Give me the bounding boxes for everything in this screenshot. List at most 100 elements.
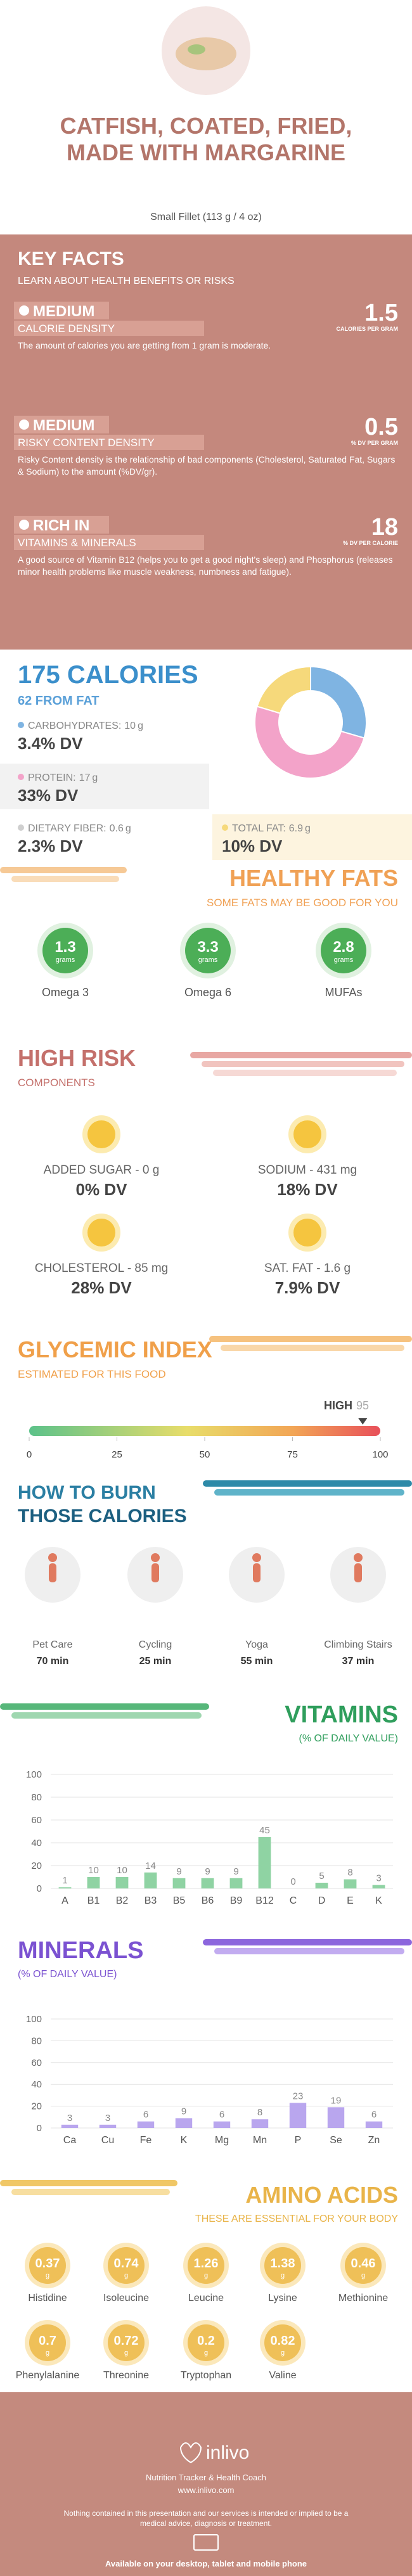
- amino-name: Leucine: [188, 2293, 224, 2304]
- amino-unit: g: [46, 2349, 49, 2357]
- decor-stripe: [214, 1489, 404, 1496]
- bar: [201, 1878, 214, 1888]
- risk-label: SAT. FAT - 1.6 g: [264, 1262, 351, 1275]
- y-tick-label: 40: [31, 1838, 42, 1849]
- amino-value: 0.37: [35, 2257, 60, 2271]
- gi-marker: [358, 1418, 368, 1425]
- bar: [58, 1887, 72, 1888]
- fact-value: 1.5: [364, 300, 398, 326]
- activity-name: Climbing Stairs: [324, 1639, 392, 1650]
- x-tick-label: Cu: [101, 2135, 114, 2146]
- x-tick-label: Fe: [140, 2135, 152, 2146]
- title: CATFISH, COATED, FRIED, MADE WITH MARGAR…: [60, 113, 352, 165]
- decor-stripe: [0, 867, 127, 873]
- serving-size: Small Fillet (113 g / 4 oz): [150, 212, 262, 222]
- section-subtitle: THESE ARE ESSENTIAL FOR YOUR BODY: [195, 2214, 398, 2224]
- fat-circle: [42, 928, 88, 973]
- risk-icon: [87, 1219, 115, 1246]
- fact-tag-bg: [14, 435, 204, 450]
- y-tick-label: 80: [31, 2035, 42, 2046]
- bar: [365, 2121, 383, 2128]
- y-tick-label: 20: [31, 1861, 42, 1871]
- row-band: [0, 764, 209, 809]
- legend-dot: [18, 774, 24, 780]
- nutrient-amount: 6.9: [289, 823, 303, 834]
- section-title: HOW TO BURN: [18, 1482, 156, 1503]
- amino-circle: [264, 2247, 301, 2284]
- decor-stripe: [11, 876, 119, 882]
- x-tick-label: B6: [202, 1895, 214, 1906]
- bar: [99, 2124, 117, 2128]
- risk-dv: 18% DV: [277, 1180, 338, 1199]
- risk-label: SODIUM - 431 mg: [258, 1163, 357, 1177]
- y-tick-label: 80: [31, 1792, 42, 1803]
- decor-stripe: [214, 1948, 404, 1954]
- section-subtitle: LEARN ABOUT HEALTH BENEFITS OR RISKS: [18, 276, 235, 286]
- amino-name: Histidine: [28, 2293, 67, 2304]
- y-tick-label: 0: [37, 2123, 42, 2134]
- legend-dot: [222, 824, 228, 831]
- amino-name: Threonine: [103, 2370, 149, 2381]
- fact-icon: [19, 420, 29, 430]
- nutrient-label: DIETARY FIBER: 0.6 g: [28, 823, 131, 834]
- x-tick-label: Ca: [63, 2135, 77, 2146]
- amino-value: 0.82: [271, 2334, 295, 2348]
- bar: [137, 2121, 155, 2128]
- risk-label: CHOLESTEROL - 85 mg: [35, 1262, 168, 1275]
- section-title: HIGH RISK: [18, 1045, 136, 1071]
- amino-circle: [188, 2247, 224, 2284]
- fat-value: 3.3: [197, 939, 218, 956]
- amino-circle: [108, 2247, 145, 2284]
- decor-stripe: [11, 2189, 170, 2195]
- amino-name: Methionine: [338, 2293, 388, 2304]
- bar: [315, 1883, 328, 1888]
- amino-name: Phenylalanine: [16, 2370, 80, 2381]
- risk-icon: [293, 1219, 321, 1246]
- decor-stripe: [221, 1345, 404, 1351]
- risk-icon: [293, 1120, 321, 1148]
- activity-name: Cycling: [139, 1639, 172, 1650]
- gi-tick-label: 50: [200, 1449, 210, 1460]
- amino-circle: [188, 2324, 224, 2361]
- amino-circle: [29, 2247, 66, 2284]
- nutrient-name: DIETARY FIBER:: [28, 823, 106, 834]
- value-label: 6: [143, 2110, 148, 2120]
- fact-label: RISKY CONTENT DENSITY: [18, 437, 155, 449]
- fat-unit: grams: [56, 956, 75, 964]
- fact-tag-bg: [14, 416, 109, 433]
- x-tick-label: P: [295, 2135, 302, 2146]
- bar: [344, 1879, 357, 1888]
- nutrient-name: PROTEIN:: [28, 772, 76, 783]
- amino-value: 0.2: [197, 2334, 215, 2348]
- calories-from-fat: 62 FROM FAT: [18, 694, 100, 708]
- bar: [213, 2121, 231, 2128]
- value-label: 6: [219, 2110, 224, 2120]
- fact-unit: % DV PER GRAM: [351, 440, 398, 446]
- decor-stripe: [0, 1703, 209, 1710]
- x-tick-label: K: [181, 2135, 188, 2146]
- section-title: THOSE CALORIES: [18, 1506, 187, 1527]
- amino-value: 1.26: [194, 2257, 219, 2271]
- amino-circle: [29, 2324, 66, 2361]
- tagline: Nutrition Tracker & Health Coach: [146, 2473, 266, 2482]
- value-label: 9: [181, 2106, 186, 2117]
- nutrient-amount: 10: [124, 721, 136, 731]
- section-title: AMINO ACIDS: [245, 2182, 398, 2208]
- risk-dv: 0% DV: [76, 1180, 128, 1199]
- value-label: 9: [233, 1866, 238, 1877]
- x-tick-label: D: [318, 1895, 326, 1906]
- fact-icon: [19, 520, 29, 530]
- availability: Available on your desktop, tablet and mo…: [105, 2559, 307, 2568]
- amino-name: Tryptophan: [181, 2370, 231, 2381]
- nutrient-dv: 3.4% DV: [18, 734, 83, 753]
- risk-icon: [87, 1120, 115, 1148]
- y-tick-label: 0: [37, 1883, 42, 1894]
- amino-name: Valine: [269, 2370, 296, 2381]
- amino-value: 0.74: [114, 2257, 139, 2271]
- amino-circle: [264, 2324, 301, 2361]
- fat-unit: grams: [198, 956, 218, 964]
- decor-stripe: [209, 1336, 412, 1342]
- fact-description: A good source of Vitamin B12 (helps you …: [18, 554, 393, 577]
